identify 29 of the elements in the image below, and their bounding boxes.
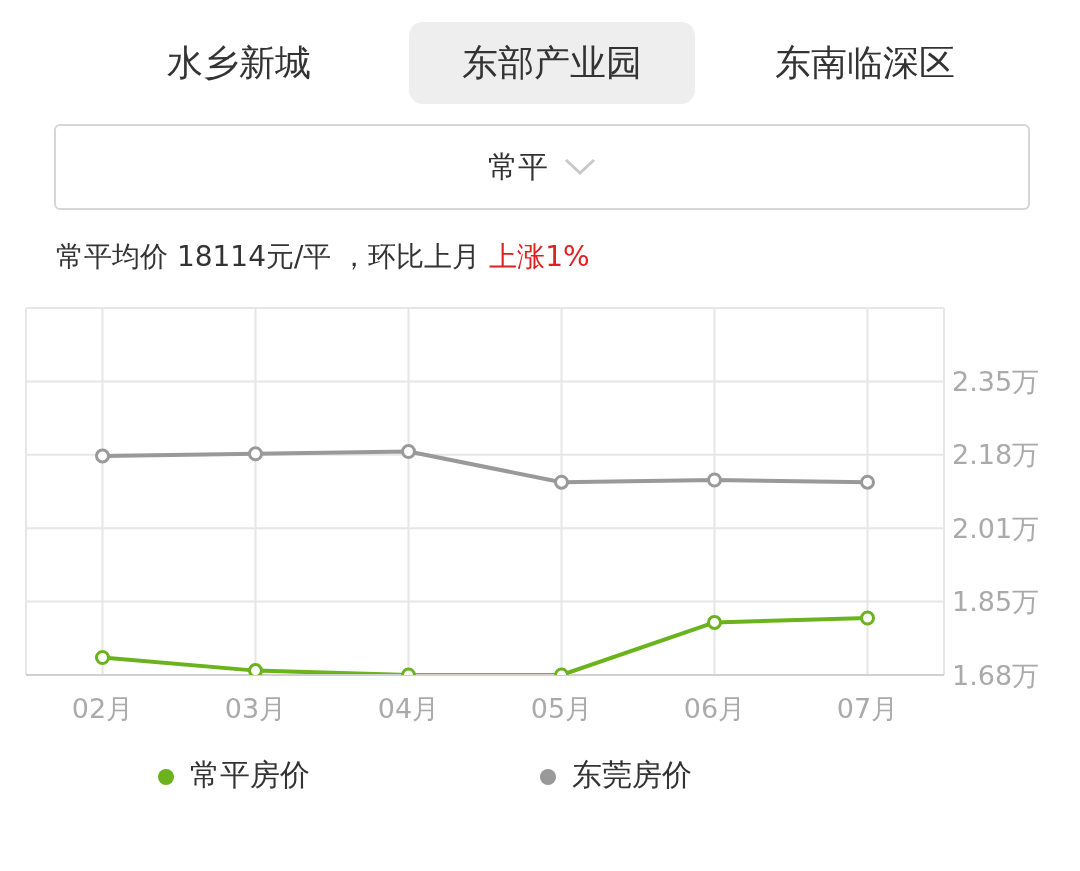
x-tick-label: 02月 bbox=[71, 693, 134, 725]
y-tick-label: 2.01万 bbox=[952, 512, 1040, 544]
x-tick-label: 07月 bbox=[836, 693, 899, 725]
text: 东部产业园 bbox=[409, 22, 695, 104]
point bbox=[707, 614, 722, 630]
y-tick-label: 2.18万 bbox=[952, 439, 1040, 471]
point bbox=[860, 610, 875, 626]
y-tick-label: 1.85万 bbox=[952, 586, 1040, 618]
point bbox=[248, 663, 263, 675]
x-tick-label: 06月 bbox=[683, 693, 746, 725]
point bbox=[95, 649, 110, 665]
y-tick-label: 2.35万 bbox=[952, 365, 1040, 397]
point bbox=[248, 446, 263, 462]
legend-label: 常平房价 bbox=[190, 757, 310, 792]
point bbox=[860, 474, 875, 490]
point bbox=[554, 474, 569, 490]
point bbox=[707, 472, 722, 488]
text: 水乡新城 bbox=[166, 40, 312, 85]
x-tick-label: 03月 bbox=[224, 693, 287, 725]
text: 上涨1% bbox=[489, 240, 590, 273]
text: 东南临深区 bbox=[774, 40, 956, 85]
point bbox=[95, 448, 110, 464]
text: 常平均价 18114元/平 ，环比上月 bbox=[56, 240, 482, 273]
x-tick-label: 05月 bbox=[530, 693, 593, 725]
text: 常平 bbox=[488, 147, 548, 186]
x-tick-label: 04月 bbox=[377, 693, 440, 725]
point bbox=[401, 444, 416, 460]
legend-label: 东莞房价 bbox=[572, 757, 692, 792]
y-tick-label: 1.68万 bbox=[952, 659, 1040, 691]
